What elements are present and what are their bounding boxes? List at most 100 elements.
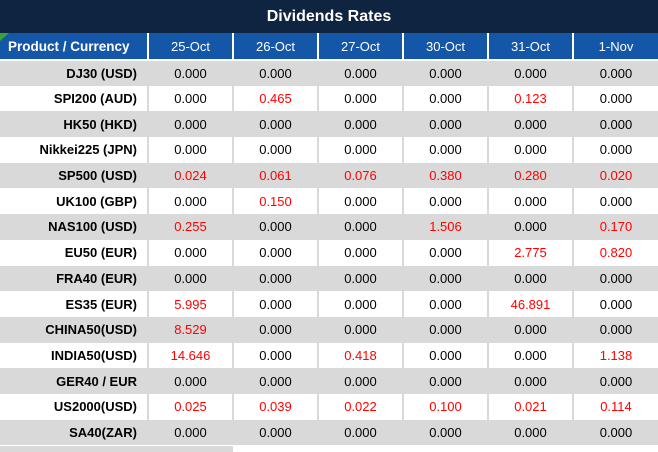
value-cell: 0.380 <box>403 162 489 189</box>
value-cell: 14.646 <box>148 342 234 369</box>
value-cell: 0.039 <box>233 393 319 420</box>
table-row: Nikkei225 (JPN) 0.000 0.000 0.000 0.000 0.000… <box>0 137 658 163</box>
value-cell: 0.418 <box>318 342 404 369</box>
value-cell: 0.022 <box>318 393 404 420</box>
value-cell: 0.000 <box>318 291 404 317</box>
value-cell: 0.000 <box>403 419 489 446</box>
value-cell: 0.000 <box>488 137 574 163</box>
table-row: US2000(USD) 0.025 0.039 0.022 0.100 0.021 0.11… <box>0 393 658 420</box>
table-row: ES35 (EUR) 5.995 0.000 0.000 0.000 46.891 0.00… <box>0 291 658 317</box>
product-cell: NAS100 (USD) <box>0 214 149 240</box>
value-cell: 0.000 <box>488 342 574 369</box>
value-cell: 0.000 <box>233 368 319 394</box>
table-row: CHINA50(USD) 8.529 0.000 0.000 0.000 0.000 0.0… <box>0 316 658 343</box>
value-cell: 0.000 <box>488 419 574 446</box>
value-cell: 0.000 <box>573 419 658 446</box>
table-row: SP500 (USD) 0.024 0.061 0.076 0.380 0.280 0.02… <box>0 162 658 189</box>
table-row: FRA40 (EUR) 0.000 0.000 0.000 0.000 0.000 0.00… <box>0 265 658 292</box>
product-cell: US2000(USD) <box>0 393 149 420</box>
value-cell: 0.000 <box>233 265 319 292</box>
value-cell: 0.000 <box>318 137 404 163</box>
value-cell: 0.000 <box>488 265 574 292</box>
value-cell: 1.506 <box>403 214 489 240</box>
value-cell: 0.000 <box>148 265 234 292</box>
value-cell: 0.000 <box>488 214 574 240</box>
value-cell: 0.000 <box>318 111 404 138</box>
value-cell: 8.529 <box>148 316 234 343</box>
value-cell: 0.024 <box>148 162 234 189</box>
table-row: SA40(ZAR) 0.000 0.000 0.000 0.000 0.000 0.000 <box>0 419 658 446</box>
product-cell: INDIA50(USD) <box>0 342 149 369</box>
value-cell: 0.000 <box>318 214 404 240</box>
value-cell: 0.000 <box>233 419 319 446</box>
value-cell: 0.820 <box>573 239 658 266</box>
table-row: GER40 / EUR 0.000 0.000 0.000 0.000 0.000 0.00… <box>0 368 658 394</box>
product-cell: DJ30 (USD) <box>0 60 149 86</box>
product-cell: SA40(ZAR) <box>0 419 149 446</box>
product-cell: FRA40 (EUR) <box>0 265 149 292</box>
value-cell: 0.000 <box>573 188 658 215</box>
value-cell: 0.000 <box>403 265 489 292</box>
value-cell: 0.000 <box>403 111 489 138</box>
value-cell: 0.000 <box>233 60 319 86</box>
value-cell: 0.000 <box>403 316 489 343</box>
table-row: EU50 (EUR) 0.000 0.000 0.000 0.000 2.775 0.820 <box>0 239 658 266</box>
value-cell: 0.076 <box>318 162 404 189</box>
value-cell: 0.000 <box>148 85 234 112</box>
value-cell: 0.465 <box>233 85 319 112</box>
value-cell: 0.000 <box>488 188 574 215</box>
value-cell: 0.000 <box>318 188 404 215</box>
product-currency-header-label: Product / Currency <box>8 38 130 54</box>
bottom-strip-left <box>0 446 233 452</box>
value-cell: 2.775 <box>488 239 574 266</box>
product-cell: GER40 / EUR <box>0 368 149 394</box>
value-cell: 5.995 <box>148 291 234 317</box>
value-cell: 0.000 <box>233 342 319 369</box>
value-cell: 0.000 <box>488 60 574 86</box>
product-cell: EU50 (EUR) <box>0 239 149 266</box>
value-cell: 0.000 <box>318 60 404 86</box>
value-cell: 0.000 <box>318 368 404 394</box>
value-cell: 0.000 <box>233 239 319 266</box>
dividends-table: Product / Currency 25-Oct 26-Oct 27-Oct … <box>0 33 658 446</box>
value-cell: 0.000 <box>233 316 319 343</box>
value-cell: 0.000 <box>148 111 234 138</box>
value-cell: 0.000 <box>403 368 489 394</box>
value-cell: 0.000 <box>148 188 234 215</box>
value-cell: 0.000 <box>573 291 658 317</box>
value-cell: 0.000 <box>148 60 234 86</box>
value-cell: 0.025 <box>148 393 234 420</box>
date-header-30-oct: 30-Oct <box>402 33 488 61</box>
value-cell: 0.000 <box>488 316 574 343</box>
table-body: DJ30 (USD) 0.000 0.000 0.000 0.000 0.000 0.000… <box>0 60 658 446</box>
value-cell: 0.000 <box>573 111 658 138</box>
value-cell: 0.000 <box>573 85 658 112</box>
product-cell: Nikkei225 (JPN) <box>0 137 149 163</box>
value-cell: 0.000 <box>573 137 658 163</box>
value-cell: 0.000 <box>403 85 489 112</box>
table-row: INDIA50(USD) 14.646 0.000 0.418 0.000 0.000 1.… <box>0 342 658 369</box>
date-header-1-nov: 1-Nov <box>572 33 658 61</box>
value-cell: 0.000 <box>148 137 234 163</box>
value-cell: 0.000 <box>403 239 489 266</box>
value-cell: 0.000 <box>233 111 319 138</box>
value-cell: 0.170 <box>573 214 658 240</box>
value-cell: 0.280 <box>488 162 574 189</box>
value-cell: 0.000 <box>318 85 404 112</box>
product-cell: CHINA50(USD) <box>0 316 149 343</box>
value-cell: 0.123 <box>488 85 574 112</box>
value-cell: 46.891 <box>488 291 574 317</box>
value-cell: 0.061 <box>233 162 319 189</box>
value-cell: 0.000 <box>488 368 574 394</box>
value-cell: 0.000 <box>403 137 489 163</box>
table-row: NAS100 (USD) 0.255 0.000 0.000 1.506 0.000 0.1… <box>0 214 658 240</box>
value-cell: 0.000 <box>403 291 489 317</box>
date-header-26-oct: 26-Oct <box>232 33 318 61</box>
table-header-row: Product / Currency 25-Oct 26-Oct 27-Oct … <box>0 33 658 61</box>
value-cell: 0.020 <box>573 162 658 189</box>
value-cell: 0.000 <box>318 419 404 446</box>
value-cell: 0.000 <box>233 137 319 163</box>
value-cell: 0.000 <box>403 60 489 86</box>
product-cell: SP500 (USD) <box>0 162 149 189</box>
value-cell: 0.000 <box>488 111 574 138</box>
